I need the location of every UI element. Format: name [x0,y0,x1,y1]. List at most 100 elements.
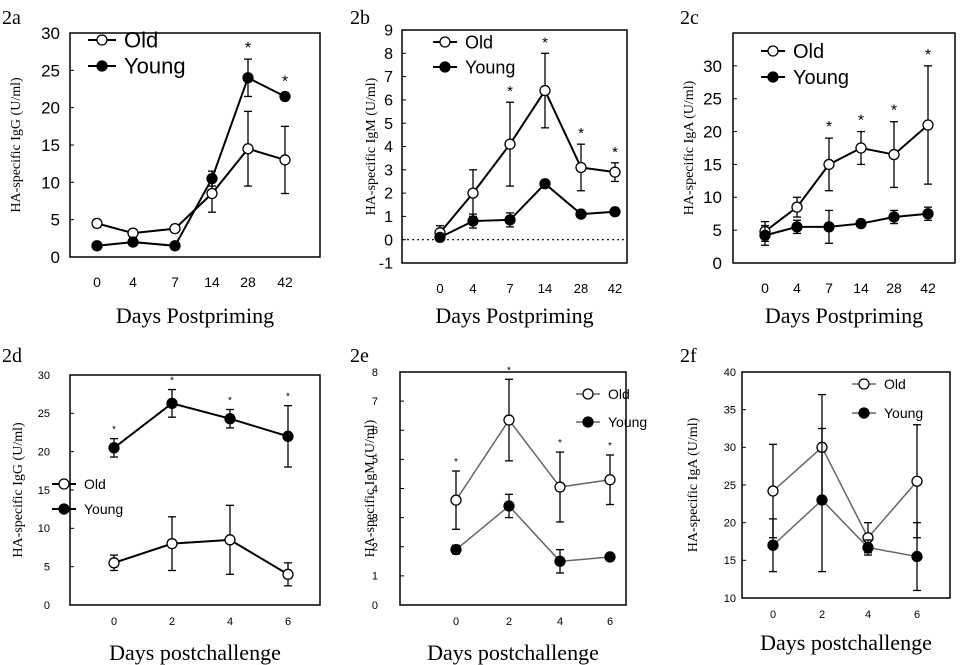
series-line [455,418,611,501]
legend-label: Old [124,28,158,53]
data-point [759,229,771,242]
series-young [434,178,621,244]
legend-marker [96,60,108,72]
panel-2d: 2d 0 5 10 15 20 25 30 0 2 4 6 Days postchallenge HA-s… [2,345,321,665]
series-old [91,110,291,239]
data-point [816,494,828,506]
series-young [450,493,616,574]
y-tick-label: 15 [41,136,60,155]
x-axis-label: Days Postpriming [116,303,274,328]
y-tick-label: 1 [372,571,378,583]
data-point [279,90,291,103]
y-axis-label: HA-specific IgG (U/ml) [11,422,26,558]
data-point [888,211,900,223]
panel-2b: 2b -1 0 1 2 3 4 5 6 7 8 9 0 4 7 14 28 42 Days Postpriming H… [350,7,628,328]
significance-star: * [558,438,562,449]
y-axis-label: HA-specific IgG (U/ml) [9,77,24,213]
x-tick-label: 7 [825,280,833,296]
x-tick-label: 14 [204,274,220,290]
significance-star: * [891,103,897,120]
x-tick-label: 14 [538,281,552,296]
legend-label: Young [884,405,923,421]
significance-star: * [286,392,290,403]
y-tick-label: 15 [724,555,736,567]
y-tick-label: 2 [384,186,393,203]
data-point [91,217,103,230]
x-tick-label: 4 [557,616,563,628]
series-line [764,212,929,237]
y-tick-label: 30 [703,57,722,76]
y-tick-label: 3 [384,162,393,179]
legend-label: Old [608,386,630,402]
y-tick-label: 0 [713,254,722,273]
y-tick-label: 6 [372,425,378,437]
series-line [96,147,286,235]
y-tick-label: 25 [41,61,60,80]
panel-2c: 2c 0 5 10 15 20 25 30 0 4 7 14 28 42 Days Postpriming H… [680,7,956,328]
data-point [855,217,867,230]
data-point [282,430,294,442]
y-tick-label: 30 [38,370,50,382]
y-tick-label: 35 [724,405,736,417]
legend-marker [858,407,870,419]
legend-label: Old [793,41,824,63]
x-tick-label: 2 [506,616,512,628]
significance-star: * [612,144,618,161]
data-point [922,119,934,131]
y-tick-label: 25 [38,408,50,420]
series-young [108,388,294,468]
data-point [791,221,803,233]
y-tick-label: 25 [703,90,722,109]
y-tick-label: 20 [703,123,722,142]
x-tick-label: 0 [93,274,101,290]
data-point [503,414,515,426]
x-tick-label: 4 [865,609,871,621]
series-old [450,378,616,530]
series-line [772,446,918,540]
legend-marker [439,61,451,73]
data-point [823,221,835,233]
data-point [855,142,867,154]
panel-label: 2c [680,7,699,29]
x-tick-label: 4 [793,280,801,296]
series-young [767,427,923,592]
significance-star: * [282,74,288,91]
y-tick-label: 8 [372,367,378,379]
x-axis-label: Days postchallenge [760,630,932,655]
series-line [439,182,616,239]
data-point [504,214,516,226]
panel-label: 2d [2,345,22,367]
series-line [772,499,918,558]
data-point [166,538,178,550]
y-tick-label: 0 [372,600,378,612]
data-point [206,187,218,200]
data-point [91,240,103,252]
data-point [609,166,621,178]
y-tick-label: 40 [724,367,736,379]
y-tick-label: 5 [372,454,378,466]
data-point [450,544,462,556]
panel-label: 2b [350,7,370,29]
plot-frame [732,32,956,264]
data-point [609,206,621,218]
y-tick-label: 10 [38,523,50,535]
series-line [96,76,286,247]
x-tick-label: 14 [853,280,869,296]
panel-2e: 2e 0 1 2 3 4 5 6 7 8 0 2 4 6 Days postchallenge HA-spec… [350,345,647,665]
data-point [224,413,236,425]
data-point [242,72,254,84]
legend-marker [582,416,594,428]
x-tick-label: 0 [453,616,459,628]
y-axis-label: HA-specific IgM (U/ml) [364,77,379,215]
significance-star: * [578,125,584,142]
series-young [91,58,291,252]
significance-star: * [507,83,513,100]
legend-label: Old [884,376,906,392]
data-point [467,187,479,199]
x-tick-label: 4 [469,281,476,296]
x-axis-label: Days postchallenge [109,640,281,665]
